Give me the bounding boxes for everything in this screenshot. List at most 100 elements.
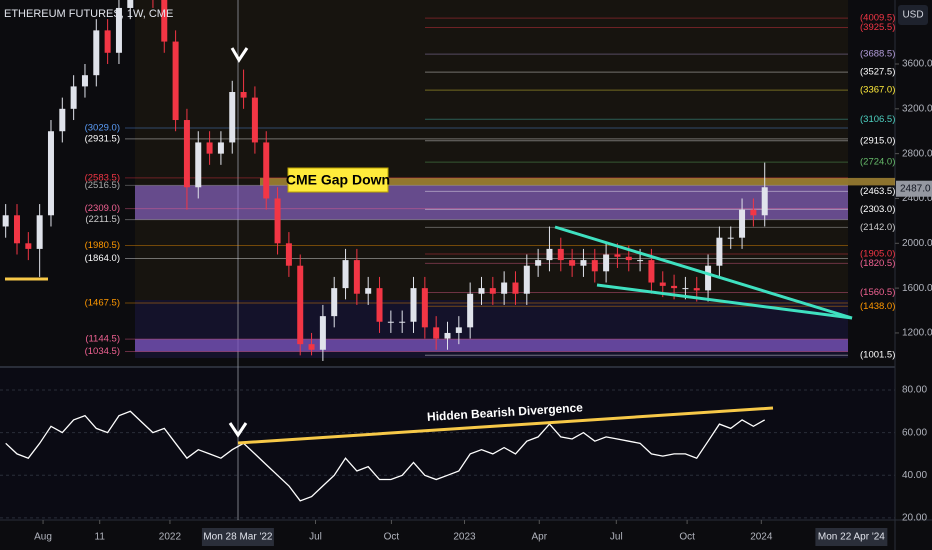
x-tick-label: Aug [34, 532, 52, 543]
candle-body [637, 260, 644, 262]
zone [260, 177, 895, 186]
x-tick-label: Jul [610, 532, 623, 543]
candle-body [81, 75, 88, 87]
trend-line [554, 225, 853, 320]
shaded-area [135, 0, 848, 300]
level-label: (1864.0) [85, 253, 120, 264]
candle-body [433, 327, 440, 339]
candle-body [285, 243, 292, 266]
candle-body [342, 260, 349, 289]
last-price-label: 2487.0 [900, 183, 931, 194]
check-mark [228, 422, 248, 438]
y-tick-label: 2800.0 [902, 148, 932, 159]
level-label: (1438.0) [860, 301, 895, 312]
candle-body [104, 30, 111, 53]
candle-body [501, 282, 508, 294]
candle-body [399, 321, 406, 323]
candle-body [206, 142, 213, 154]
candle-body [25, 243, 32, 249]
candles [2, 0, 768, 502]
candle-body [2, 215, 9, 227]
y-tick-label: 80.00 [902, 385, 927, 396]
level-label: (2309.0) [85, 203, 120, 214]
candle-body [489, 288, 496, 294]
candle-body [376, 288, 383, 322]
candle-body [183, 120, 190, 188]
candle-body [455, 327, 462, 333]
level-label: (2583.5) [85, 172, 120, 183]
candle-body [693, 288, 700, 291]
candle-body [36, 215, 43, 249]
candle-body [682, 288, 689, 290]
candle-body [274, 198, 281, 244]
level-label: (3106.5) [860, 114, 895, 125]
candle-body [478, 288, 485, 294]
level-label: (2724.0) [860, 157, 895, 168]
candle-body [217, 142, 224, 154]
candle-body [13, 215, 20, 244]
y-tick-label: 60.00 [902, 427, 927, 438]
last-price-box [896, 180, 932, 197]
candle-body [172, 41, 179, 121]
candle-body [319, 316, 326, 350]
candle-body [535, 260, 542, 266]
level-label: (4009.5) [860, 13, 895, 24]
level-label: (2211.5) [85, 214, 120, 225]
y-tick-label: 3200.0 [902, 103, 932, 114]
candle-body [387, 321, 394, 323]
currency[interactable]: USD [902, 10, 923, 21]
candle-body [331, 288, 338, 317]
candle-body [127, 0, 134, 8]
candle-body [47, 131, 54, 216]
x-tick-label: Apr [531, 532, 547, 543]
y-tick-label: 2400.0 [902, 193, 932, 204]
y-tick-label: 1600.0 [902, 283, 932, 294]
rsi-pane [0, 368, 895, 520]
candle-body [229, 92, 236, 143]
zone [135, 339, 848, 352]
x-tick-label: Oct [384, 532, 400, 543]
candle-body [705, 265, 712, 291]
candle-body [297, 265, 304, 345]
x-tick-label: 2023 [453, 532, 476, 543]
level-label: (3029.0) [85, 122, 120, 133]
level-label: (2516.5) [85, 180, 120, 191]
candle-body [115, 7, 122, 53]
level-label: (1820.5) [860, 258, 895, 269]
level-label: (1560.5) [860, 287, 895, 298]
candle-body [263, 142, 270, 199]
candle-body [761, 187, 768, 216]
x-tick-label: Oct [679, 532, 695, 543]
x-tick-label: 2022 [159, 532, 182, 543]
x-tick-label: Mon 28 Mar '22 [203, 532, 273, 543]
level-label: (1467.5) [85, 297, 120, 308]
candle-body [580, 260, 587, 266]
divergence-line [237, 406, 774, 445]
candle-body [161, 0, 168, 42]
level-label: (2142.0) [860, 222, 895, 233]
level-label: (3527.5) [860, 67, 895, 78]
trend-line [596, 283, 853, 320]
currency-button[interactable] [898, 5, 928, 25]
candle-body [603, 254, 610, 272]
candle-body [659, 282, 666, 286]
candle-body [93, 30, 100, 76]
candle-body [648, 260, 655, 283]
candle-body [716, 237, 723, 266]
candle-body [421, 288, 428, 328]
level-label: (1980.5) [85, 240, 120, 251]
level-label: (1144.5) [85, 334, 120, 345]
x-tick-label: Jul [309, 532, 322, 543]
candle-body [410, 288, 417, 322]
level-label: (2931.5) [85, 133, 120, 144]
check-mark [230, 47, 249, 63]
candle-body [523, 265, 530, 294]
x-tick-label: 11 [95, 532, 106, 543]
candle-body [614, 254, 621, 257]
level-label: (1001.5) [860, 350, 895, 361]
candle-body [739, 209, 746, 238]
x-tick-label: Mon 22 Apr '24 [818, 532, 885, 543]
y-tick-label: 2000.0 [902, 238, 932, 249]
